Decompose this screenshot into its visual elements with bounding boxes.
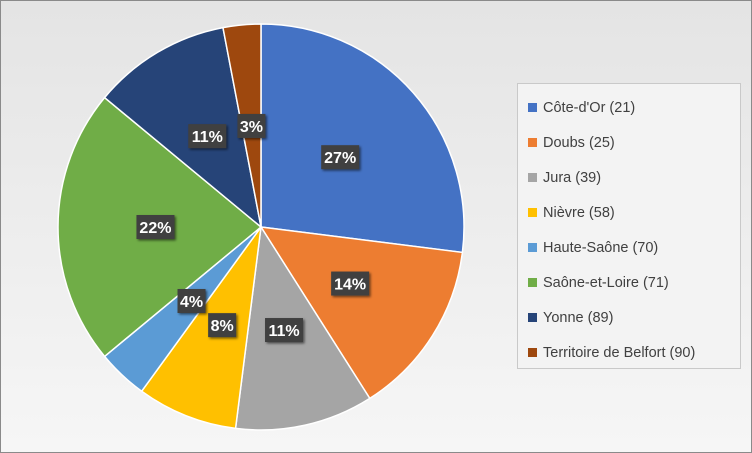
legend-swatch — [528, 348, 537, 357]
legend-swatch — [528, 208, 537, 217]
legend-label: Jura (39) — [543, 169, 602, 186]
data-label-text: 11% — [268, 323, 299, 340]
legend-label: Doubs (25) — [543, 134, 615, 151]
data-label-text: 4% — [180, 294, 203, 311]
data-label-box — [188, 124, 227, 149]
legend-swatch — [528, 138, 537, 147]
legend-label: Haute-Saône (70) — [543, 239, 659, 256]
legend-swatch — [528, 103, 537, 112]
data-label-box — [237, 113, 266, 138]
legend-item-territoire-de-belfort-90: Territoire de Belfort (90) — [528, 335, 740, 370]
legend-swatch — [528, 173, 537, 182]
legend-item-jura-39: Jura (39) — [528, 160, 740, 195]
pie-slice-cote-d-or-21 — [260, 23, 465, 254]
legend-label: Côte-d'Or (21) — [543, 99, 636, 116]
data-label-saone-et-loire-71: 22% — [136, 215, 175, 239]
legend-swatch — [528, 278, 537, 287]
data-label-box — [265, 318, 304, 343]
legend: Côte-d'Or (21) Doubs (25) Jura (39) Nièvre … — [517, 83, 741, 369]
data-label-box — [136, 215, 175, 239]
legend-label: Yonne (89) — [543, 309, 614, 326]
data-label-box — [177, 288, 206, 313]
pie-data-labels: 27% 14% 11% 8% 4% 22% 11% 3% — [136, 113, 370, 343]
legend-item-cote-d-or-21: Côte-d'Or (21) — [528, 90, 740, 125]
data-label-text: 22% — [139, 220, 171, 237]
data-label-box — [208, 313, 237, 338]
data-label-text: 27% — [324, 150, 356, 167]
legend-label: Saône-et-Loire (71) — [543, 274, 669, 291]
data-label-doubs-25: 14% — [331, 271, 370, 296]
data-label-jura-39: 11% — [265, 318, 304, 343]
data-label-text: 8% — [211, 318, 234, 335]
legend-item-yonne-89: Yonne (89) — [528, 300, 740, 335]
pie-slice-doubs-25 — [259, 226, 464, 400]
pie-slices — [57, 23, 465, 431]
data-label-box — [321, 145, 360, 170]
legend-item-saone-et-loire-71: Saône-et-Loire (71) — [528, 265, 740, 300]
data-label-box — [331, 271, 370, 296]
data-label-territoire-de-belfort-90: 3% — [237, 113, 266, 138]
data-label-text: 11% — [192, 129, 223, 146]
legend-label: Territoire de Belfort (90) — [543, 344, 696, 361]
legend-item-haute-saone-70: Haute-Saône (70) — [528, 230, 740, 265]
legend-swatch — [528, 313, 537, 322]
data-label-yonne-89: 11% — [188, 124, 227, 149]
legend-item-doubs-25: Doubs (25) — [528, 125, 740, 160]
legend-label: Nièvre (58) — [543, 204, 615, 221]
pie-slice-yonne-89 — [103, 26, 263, 229]
data-label-cote-d-or-21: 27% — [321, 145, 360, 170]
data-label-nievre-58: 8% — [208, 313, 237, 338]
legend-item-nievre-58: Nièvre (58) — [528, 195, 740, 230]
data-label-text: 3% — [240, 119, 263, 136]
pie-slice-nievre-58 — [140, 226, 262, 430]
legend-swatch — [528, 243, 537, 252]
data-label-haute-saone-70: 4% — [177, 288, 206, 313]
data-label-text: 14% — [334, 277, 366, 294]
